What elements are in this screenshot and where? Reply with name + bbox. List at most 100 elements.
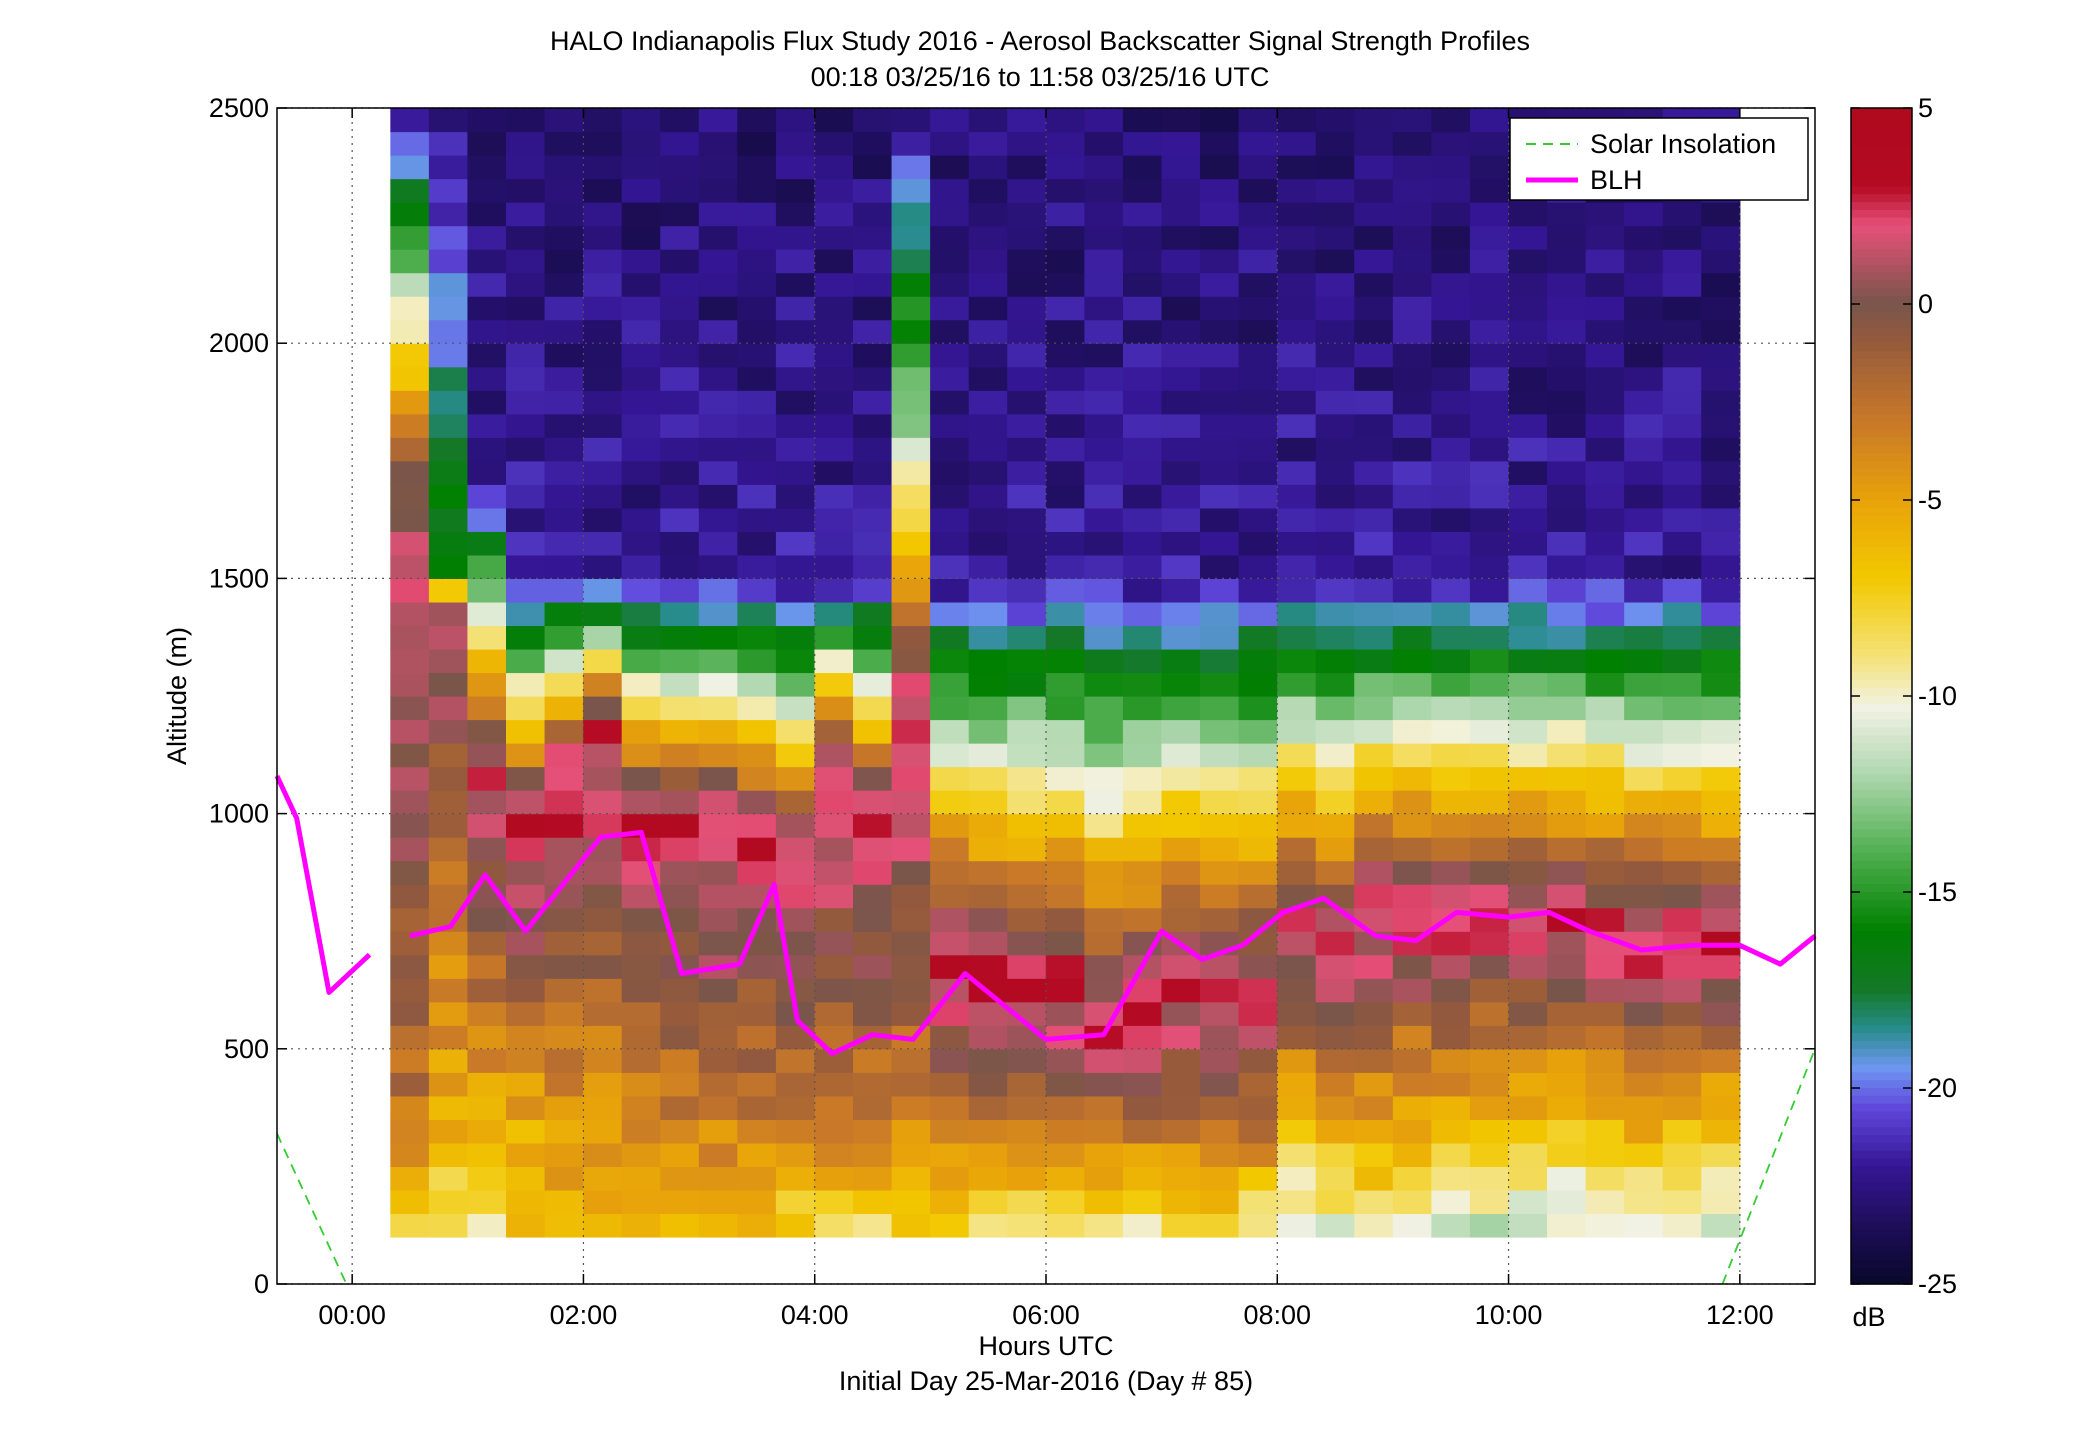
heatmap-cell [1585, 319, 1625, 344]
heatmap-cell [1238, 1119, 1278, 1144]
heatmap-cell [506, 766, 546, 791]
heatmap-cell [621, 907, 661, 932]
heatmap-cell [1315, 319, 1355, 344]
y-tick-label: 2000 [209, 328, 269, 358]
heatmap-cell [1238, 672, 1278, 697]
heatmap-cell [698, 319, 738, 344]
heatmap-cell [1007, 437, 1047, 462]
heatmap-cell [1431, 202, 1471, 227]
heatmap-cell [1469, 790, 1510, 815]
colorbar-segment [1851, 335, 1912, 344]
heatmap-cell [583, 1213, 623, 1238]
heatmap-cell [1315, 625, 1355, 650]
heatmap-cell [1392, 625, 1432, 650]
heatmap-cell [1431, 978, 1471, 1003]
heatmap-cell [428, 696, 469, 721]
heatmap-cell [583, 978, 623, 1003]
heatmap-cell [1007, 860, 1047, 885]
heatmap-cell [583, 296, 623, 321]
heatmap-cell [506, 1095, 546, 1120]
heatmap-cell [1122, 131, 1163, 156]
heatmap-cell [1200, 1048, 1240, 1073]
plot-area: 00:00 02:00 04:00 06:00 08:00 10:00 12:0005001… [209, 93, 1817, 1330]
heatmap-cell [1277, 460, 1317, 485]
heatmap-cell [1392, 225, 1432, 250]
heatmap-cell [428, 1189, 469, 1215]
heatmap-cell [1200, 1095, 1240, 1120]
heatmap-cell [814, 1213, 854, 1238]
heatmap-cell [814, 507, 854, 532]
heatmap-cell [1624, 202, 1664, 227]
colorbar-segment [1851, 1048, 1912, 1058]
heatmap-cell [930, 460, 970, 485]
heatmap-cell [1084, 601, 1124, 627]
heatmap-cell [1662, 719, 1702, 744]
heatmap-cell [1662, 1048, 1702, 1073]
heatmap-cell [1392, 837, 1432, 862]
heatmap-cell [1122, 554, 1163, 579]
heatmap-cell [544, 954, 584, 979]
heatmap-cell [1508, 696, 1548, 721]
heatmap-cell [737, 743, 777, 768]
heatmap-cell [1122, 531, 1163, 556]
heatmap-cell [390, 907, 430, 932]
colorbar-segment [1851, 664, 1912, 674]
heatmap-cell [1122, 1189, 1163, 1215]
heatmap-cell [891, 484, 931, 509]
colorbar-segment [1851, 1150, 1912, 1160]
heatmap-cell [775, 766, 816, 791]
heatmap-cell [930, 319, 970, 344]
blh-line [274, 774, 372, 995]
colorbar-segment [1851, 711, 1912, 721]
heatmap-cell [1701, 766, 1741, 791]
heatmap-cell [660, 343, 700, 368]
heatmap-cell [853, 413, 893, 438]
heatmap-cell [1585, 648, 1625, 674]
heatmap-cell [737, 507, 777, 532]
colorbar-segment [1851, 1033, 1912, 1042]
heatmap-cell [1585, 790, 1625, 815]
heatmap-cell [1469, 249, 1510, 274]
heatmap-cell [698, 531, 738, 556]
heatmap-cell [506, 343, 546, 368]
heatmap-cell [1007, 554, 1047, 579]
heatmap-cell [506, 1001, 546, 1026]
heatmap-cell [1122, 907, 1163, 932]
heatmap-cell [891, 155, 931, 180]
heatmap-cell [467, 131, 507, 156]
heatmap-cell [698, 554, 738, 579]
heatmap-cell [1277, 108, 1317, 133]
y-tick-label: 500 [224, 1034, 269, 1064]
heatmap-cell [1315, 484, 1355, 509]
heatmap-cell [814, 578, 854, 603]
heatmap-cell [775, 648, 816, 674]
heatmap-cell [467, 672, 507, 697]
heatmap-cell [930, 884, 970, 909]
heatmap-cell [775, 484, 816, 509]
heatmap-cell [1547, 813, 1587, 838]
heatmap-cell [1200, 296, 1240, 321]
heatmap-cell [467, 719, 507, 744]
heatmap-cell [1662, 319, 1702, 344]
heatmap-cell [1354, 625, 1394, 650]
heatmap-cell [891, 860, 931, 885]
heatmap-cell [428, 131, 469, 156]
heatmap-cell [390, 272, 430, 297]
heatmap-cell [390, 178, 430, 203]
heatmap-cell [1200, 155, 1240, 180]
heatmap-cell [1315, 1001, 1355, 1026]
heatmap-cell [1662, 1119, 1702, 1144]
colorbar-segment [1851, 554, 1912, 564]
heatmap-cell [1277, 437, 1317, 462]
heatmap-cell [1431, 1048, 1471, 1073]
heatmap-cell [467, 460, 507, 485]
heatmap-cell [1624, 790, 1664, 815]
heatmap-cell [1585, 672, 1625, 697]
heatmap-cell [390, 1189, 430, 1215]
heatmap-cell [1662, 860, 1702, 885]
heatmap-cell [1161, 319, 1201, 344]
heatmap-cell [930, 766, 970, 791]
heatmap-cell [467, 554, 507, 579]
heatmap-cell [1354, 1048, 1394, 1073]
heatmap-cell [1277, 249, 1317, 274]
